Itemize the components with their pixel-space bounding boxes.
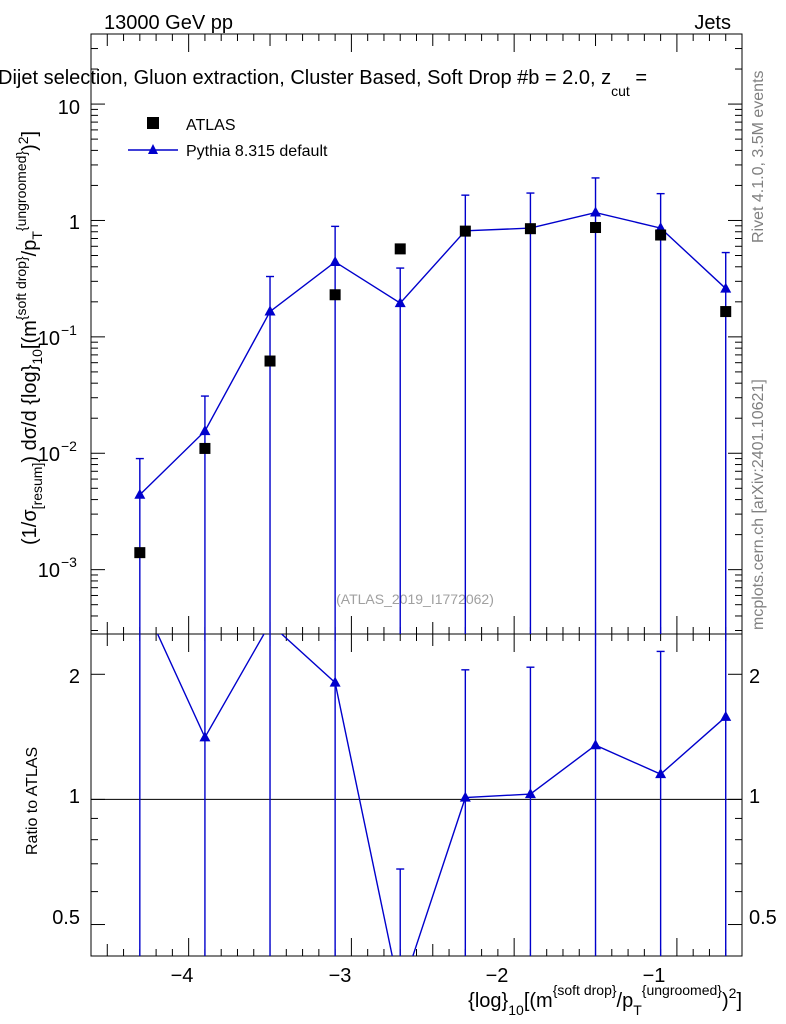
ratio-y-ticks (91, 673, 742, 926)
mcplots-label: mcplots.cern.ch [arXiv:2401.10621] (750, 379, 767, 630)
mc-point (720, 282, 732, 293)
ratio-point (329, 676, 341, 687)
plot-title: Dijet selection, Gluon extraction, Clust… (0, 67, 647, 99)
mc-series-line (139, 211, 727, 496)
y-tick-label-10: 10 (58, 97, 80, 119)
main-panel-data (134, 177, 732, 634)
atlas-point (720, 306, 732, 318)
mc-point (394, 297, 406, 308)
plot-title-main: Dijet selection, Gluon extraction, Clust… (0, 67, 611, 89)
ratio-tick-label-1-right: 1 (749, 786, 760, 808)
y-tick-label-1: 1 (69, 212, 80, 234)
legend-mc-label: Pythia 8.315 default (186, 143, 328, 160)
y-tick-label-1e-2: 10 (38, 444, 60, 466)
x-tick-label-m4: −4 (171, 965, 194, 987)
ratio-panel-data (91, 634, 742, 956)
mc-point (264, 305, 276, 316)
ratio-tick-label-1: 1 (69, 786, 80, 808)
ratio-point (524, 788, 536, 799)
rivet-label: Rivet 4.1.0, 3.5M events (750, 70, 767, 243)
x-axis-label: {log}10[(m{soft drop}/pT{ungroomed})2] (468, 982, 742, 1018)
mc-point (134, 488, 146, 499)
ratio-tick-label-0.5: 0.5 (52, 907, 80, 929)
ratio-tick-label-2: 2 (69, 666, 80, 688)
mc-point (329, 255, 341, 266)
x-tick-label-m2: −2 (486, 965, 509, 987)
legend-data-label: ATLAS (186, 117, 236, 134)
legend-data-marker (147, 117, 159, 129)
analysis-watermark: (ATLAS_2019_I1772062) (336, 591, 494, 607)
y-tick-label-1e-3: 10 (38, 560, 60, 582)
ratio-point (590, 739, 602, 750)
atlas-point (199, 442, 211, 454)
ratio-series-line (156, 634, 727, 956)
mc-point (590, 206, 602, 217)
atlas-point (329, 289, 341, 301)
ratio-tick-label-2-right: 2 (749, 666, 760, 688)
y-tick-exp-1e-2: −2 (61, 438, 77, 454)
y-tick-exp-1e-3: −3 (61, 554, 77, 570)
ratio-point (459, 791, 471, 802)
ratio-point (720, 710, 732, 721)
main-y-ticks (91, 33, 742, 632)
y-tick-exp-1e-1: −1 (61, 322, 77, 338)
y-tick-label-1e-1: 10 (38, 328, 60, 350)
ratio-tick-label-0.5-right: 0.5 (749, 907, 777, 929)
atlas-point (524, 223, 536, 235)
category-label: Jets (694, 12, 731, 34)
x-tick-label-m3: −3 (329, 965, 352, 987)
x-tick-label-m1: −1 (643, 965, 666, 987)
x-ticks (90, 34, 743, 956)
y-axis-label-ratio: Ratio to ATLAS (24, 747, 41, 855)
ratio-point (655, 768, 667, 779)
atlas-point (459, 225, 471, 237)
ratio-point (199, 731, 211, 742)
atlas-point (394, 243, 406, 255)
ratio-panel-frame (90, 633, 743, 957)
plot-title-tail: = (630, 67, 647, 89)
atlas-point (655, 229, 667, 241)
energy-label: 13000 GeV pp (104, 12, 233, 34)
atlas-point (134, 547, 146, 559)
atlas-point (264, 355, 276, 367)
legend-mc-marker (148, 144, 158, 154)
plot-title-subscript: cut (611, 83, 630, 99)
mc-point (199, 425, 211, 436)
atlas-point (590, 222, 602, 234)
y-axis-label-main: (1/σ[resum]) dσ/d {log}10[(m{soft drop}/… (13, 131, 45, 545)
